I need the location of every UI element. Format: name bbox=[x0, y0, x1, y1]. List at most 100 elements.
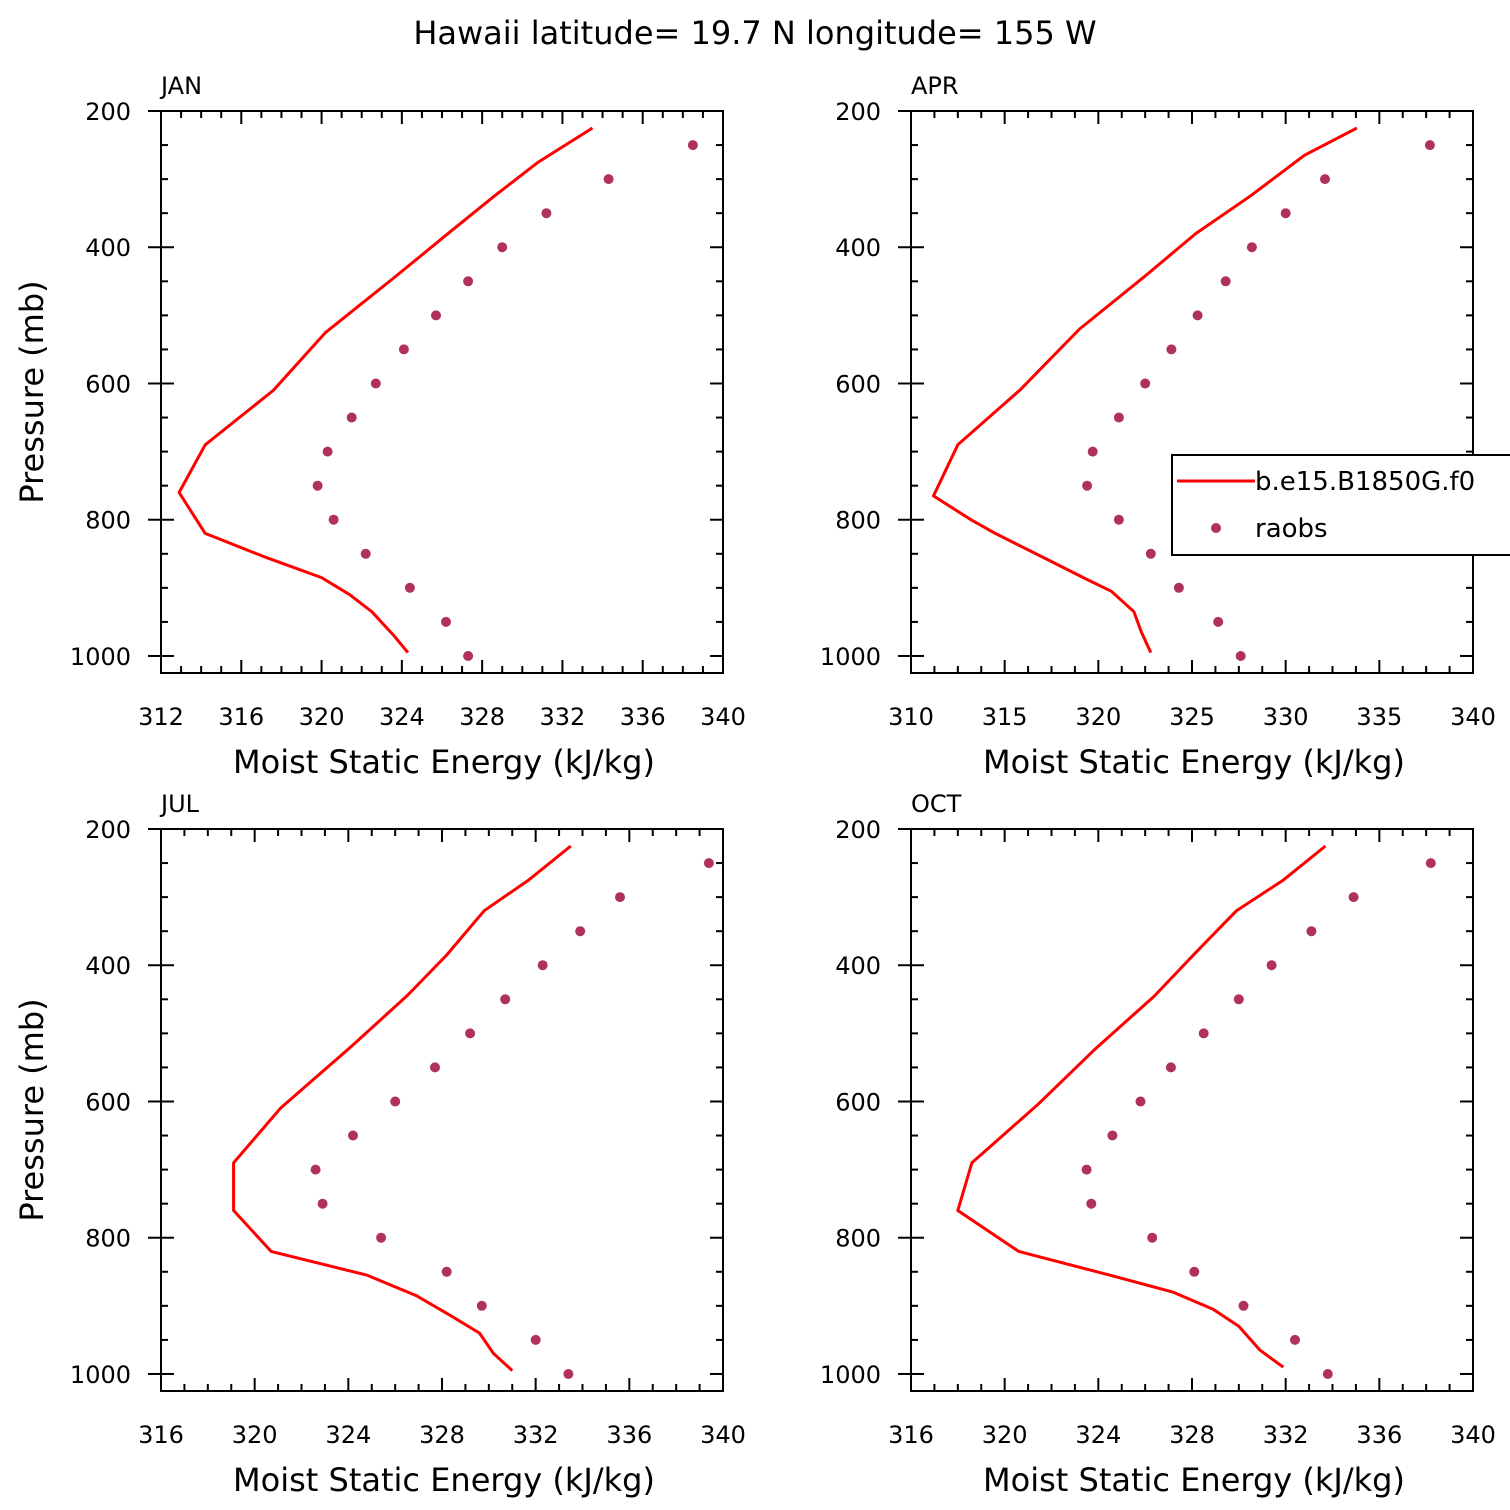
y-tick-label: 400 bbox=[85, 952, 131, 980]
panel-title: JAN bbox=[159, 72, 202, 100]
raobs-point bbox=[687, 140, 698, 151]
raobs-point bbox=[1113, 412, 1124, 423]
raobs-point bbox=[1233, 994, 1244, 1005]
y-tick-label: 1000 bbox=[820, 643, 881, 671]
x-tick-label: 328 bbox=[1169, 1421, 1215, 1449]
raobs-point bbox=[1266, 960, 1277, 971]
panel-title: APR bbox=[911, 72, 959, 100]
x-tick-label: 324 bbox=[379, 703, 425, 731]
plot-frame bbox=[160, 110, 724, 674]
raobs-point bbox=[1424, 140, 1435, 151]
raobs-point bbox=[1173, 582, 1184, 593]
y-tick-label: 1000 bbox=[70, 1361, 131, 1389]
raobs-point bbox=[370, 378, 381, 389]
x-tick-label: 330 bbox=[1263, 703, 1309, 731]
raobs-point bbox=[530, 1334, 541, 1345]
raobs-point bbox=[441, 616, 451, 627]
x-axis-label: Moist Static Energy (kJ/kg) bbox=[233, 743, 655, 781]
plot-frame bbox=[910, 110, 1474, 674]
y-tick-label: 600 bbox=[85, 1088, 131, 1116]
x-tick-label: 332 bbox=[1263, 1421, 1309, 1449]
y-tick-label: 600 bbox=[835, 370, 881, 398]
raobs-point bbox=[575, 926, 586, 937]
raobs-point bbox=[430, 1062, 440, 1073]
y-tick-label: 1000 bbox=[820, 1361, 881, 1389]
raobs-point bbox=[431, 310, 441, 321]
x-tick-label: 324 bbox=[325, 1421, 371, 1449]
x-tick-label: 332 bbox=[513, 1421, 559, 1449]
x-axis-label: Moist Static Energy (kJ/kg) bbox=[983, 743, 1405, 781]
model-profile-line bbox=[956, 844, 1327, 1369]
x-tick-label: 320 bbox=[299, 703, 345, 731]
legend-obs-swatch bbox=[1211, 523, 1221, 533]
raobs-point bbox=[1213, 616, 1224, 627]
raobs-point bbox=[1280, 208, 1291, 219]
raobs-point bbox=[615, 892, 625, 903]
x-tick-label: 325 bbox=[1169, 703, 1215, 731]
raobs-point bbox=[376, 1232, 387, 1243]
raobs-point bbox=[563, 1369, 574, 1379]
y-tick-label: 400 bbox=[835, 952, 881, 980]
raobs-point bbox=[1235, 651, 1246, 661]
x-tick-label: 312 bbox=[138, 703, 184, 731]
raobs-point bbox=[317, 1198, 328, 1209]
raobs-point bbox=[1140, 378, 1151, 389]
raobs-point bbox=[328, 514, 339, 525]
x-tick-label: 320 bbox=[982, 1421, 1028, 1449]
y-tick-label: 200 bbox=[835, 98, 881, 126]
raobs-point bbox=[1348, 892, 1359, 903]
y-tick-label: 400 bbox=[85, 234, 131, 262]
panels: JAN 312 316 320 324 328 332 336 340 200 400 600 800 1… bbox=[13, 72, 1496, 1499]
x-tick-label: 316 bbox=[218, 703, 264, 731]
panel-title: JUL bbox=[159, 790, 200, 818]
raobs-point bbox=[1189, 1266, 1200, 1277]
x-tick-label: 335 bbox=[1356, 703, 1402, 731]
panel-apr: APR 310 315 320 325 330 335 340 200 400 600 800 1000… bbox=[820, 72, 1496, 781]
x-tick-label: 316 bbox=[888, 1421, 934, 1449]
raobs-point bbox=[603, 174, 614, 185]
raobs-point bbox=[1147, 1232, 1158, 1243]
plot-frame bbox=[910, 828, 1474, 1392]
x-tick-label: 340 bbox=[700, 1421, 746, 1449]
legend: b.e15.B1850G.f0 raobs bbox=[1171, 454, 1510, 556]
plot-frame bbox=[160, 828, 724, 1392]
raobs-point bbox=[1290, 1334, 1300, 1345]
legend-obs-label: raobs bbox=[1255, 514, 1328, 544]
raobs-point bbox=[1165, 1062, 1176, 1073]
x-tick-label: 332 bbox=[540, 703, 586, 731]
y-tick-label: 800 bbox=[85, 1225, 131, 1253]
raobs-point bbox=[1425, 858, 1436, 869]
y-tick-label: 600 bbox=[835, 1088, 881, 1116]
raobs-point bbox=[1081, 1164, 1092, 1175]
x-tick-label: 320 bbox=[1075, 703, 1121, 731]
raobs-point bbox=[463, 651, 474, 661]
raobs-point bbox=[404, 582, 415, 593]
x-tick-label: 320 bbox=[232, 1421, 278, 1449]
raobs-point bbox=[441, 1266, 452, 1277]
raobs-point bbox=[348, 1130, 358, 1141]
raobs-point bbox=[541, 208, 552, 219]
raobs-point bbox=[476, 1300, 487, 1311]
x-tick-label: 324 bbox=[1075, 1421, 1121, 1449]
y-tick-label: 800 bbox=[835, 1225, 881, 1253]
x-tick-label: 316 bbox=[138, 1421, 184, 1449]
y-tick-label: 200 bbox=[85, 98, 131, 126]
x-axis-label: Moist Static Energy (kJ/kg) bbox=[983, 1461, 1405, 1499]
x-tick-label: 328 bbox=[459, 703, 505, 731]
x-axis-label: Moist Static Energy (kJ/kg) bbox=[233, 1461, 655, 1499]
legend-box bbox=[1171, 454, 1510, 556]
raobs-point bbox=[1246, 242, 1257, 253]
y-axis-label: Pressure (mb) bbox=[13, 998, 51, 1221]
raobs-point bbox=[1220, 276, 1231, 287]
raobs-point bbox=[390, 1096, 401, 1107]
raobs-point bbox=[1113, 514, 1124, 525]
raobs-point bbox=[1322, 1369, 1333, 1379]
y-tick-label: 200 bbox=[835, 816, 881, 844]
raobs-point bbox=[497, 242, 508, 253]
panel-jan: JAN 312 316 320 324 328 332 336 340 200 400 600 800 1… bbox=[13, 72, 746, 781]
raobs-point bbox=[1107, 1130, 1118, 1141]
y-tick-label: 400 bbox=[835, 234, 881, 262]
x-tick-label: 340 bbox=[1450, 1421, 1496, 1449]
legend-model-label: b.e15.B1850G.f0 bbox=[1255, 467, 1475, 497]
